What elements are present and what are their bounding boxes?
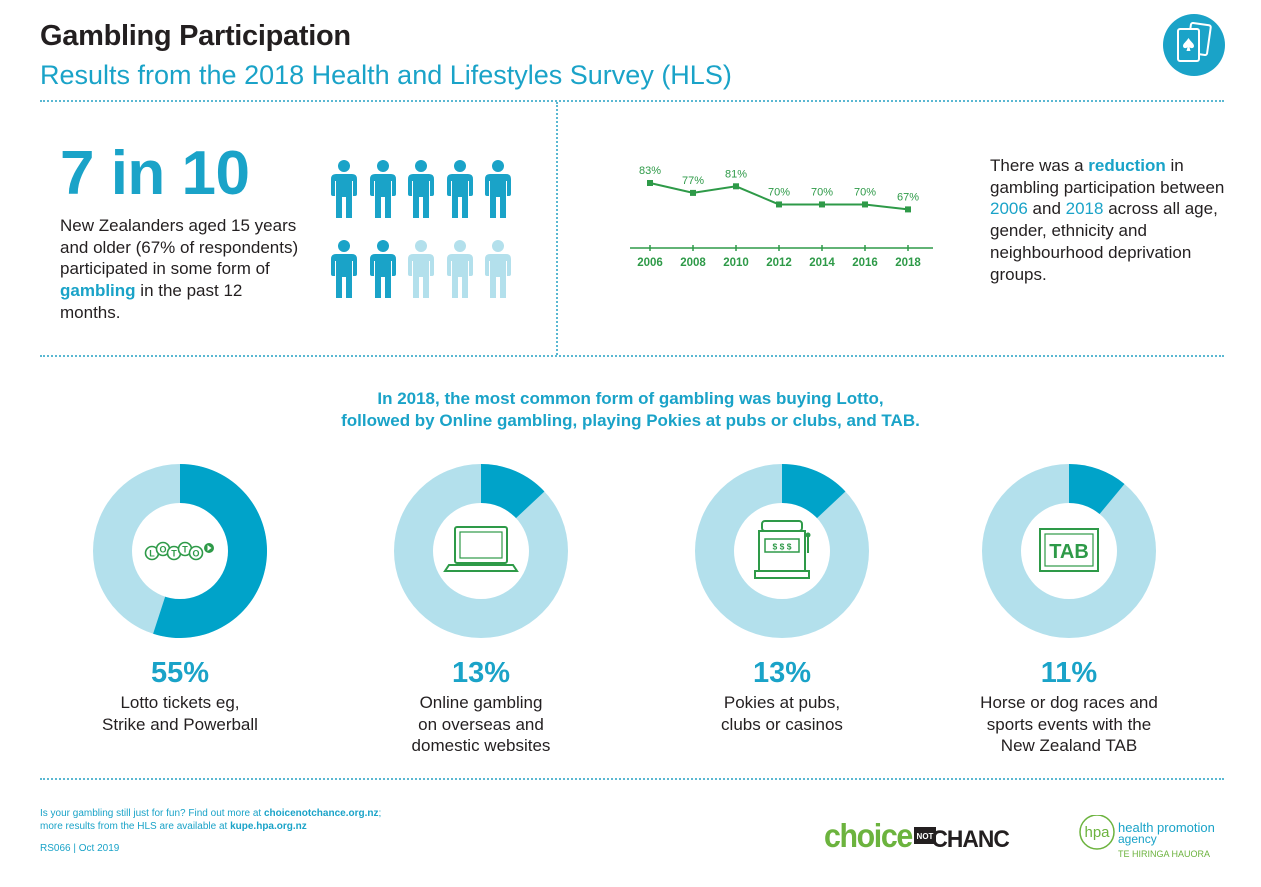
playing-cards-icon — [1162, 13, 1226, 82]
document-code: RS066 | Oct 2019 — [40, 843, 120, 854]
donut-hole — [1021, 503, 1117, 599]
data-label: 83% — [639, 165, 661, 177]
svg-text:choice: choice — [824, 818, 913, 854]
person-icon — [446, 160, 473, 218]
form-caption: Lotto tickets eg, Strike and Powerball — [102, 693, 258, 734]
x-tick-label: 2008 — [680, 257, 706, 269]
x-tick-label: 2014 — [809, 257, 835, 269]
data-label: 77% — [682, 175, 704, 187]
person-icon — [331, 240, 357, 298]
form-percent: 13% — [451, 657, 511, 689]
svg-text:$ $ $: $ $ $ — [773, 542, 792, 552]
svg-text:CHANCE: CHANCE — [931, 825, 1010, 852]
svg-text:NOT: NOT — [917, 832, 934, 841]
data-label: 67% — [897, 191, 919, 203]
form-caption: Online gambling on overseas and domestic w… — [411, 693, 551, 755]
data-point — [905, 206, 911, 213]
kupe-link[interactable]: kupe.hpa.org.nz — [230, 820, 307, 832]
svg-text:hpa: hpa — [1084, 824, 1110, 841]
divider-vertical — [556, 102, 558, 355]
form-percent: 13% — [752, 657, 812, 689]
donut-hole — [734, 503, 830, 599]
participation-trend-chart: 83% 2006 77% 2008 81% 2010 70% 2012 70% 2014 70% 20… — [630, 165, 933, 269]
data-point — [733, 183, 739, 190]
pokie-machine-icon: $ $ $ — [754, 520, 811, 579]
x-tick-label: 2006 — [637, 257, 663, 269]
choice-not-chance-logo: choice NOT CHANCE — [824, 817, 1024, 859]
reduction-text: There was a reduction in gambling partic… — [990, 156, 1225, 284]
data-point — [862, 201, 868, 208]
donut-hole — [433, 503, 529, 599]
x-tick-label: 2012 — [766, 257, 792, 269]
person-icon — [485, 240, 511, 298]
data-label: 70% — [854, 186, 876, 198]
svg-text:TAB: TAB — [1049, 541, 1089, 563]
data-point — [690, 189, 696, 196]
donut-chart — [394, 464, 568, 638]
hpa-logo: hpa health promotion agency TE HIRINGA H… — [1075, 814, 1235, 868]
svg-text:L: L — [149, 549, 155, 559]
page-subtitle: Results from the 2018 Health and Lifesty… — [40, 60, 732, 90]
data-point — [776, 201, 782, 208]
gambling-highlight: gambling — [60, 281, 136, 301]
participation-text: New Zealanders aged 15 years and older (… — [60, 216, 299, 322]
form-caption: Pokies at pubs, clubs or casinos — [721, 693, 843, 734]
footer-text: Is your gambling still just for fun? Fin… — [40, 808, 382, 832]
divider-middle — [40, 355, 1224, 357]
form-caption: Horse or dog races and sports events with… — [980, 693, 1158, 755]
donut-chart: TAB — [982, 464, 1156, 638]
data-label: 81% — [725, 168, 747, 180]
svg-text:health promotion: health promotion — [1118, 820, 1215, 835]
form-percent: 11% — [1040, 657, 1098, 689]
person-icon — [446, 240, 473, 298]
data-label: 70% — [811, 186, 833, 198]
data-label: 70% — [768, 186, 790, 198]
donut-chart: $ $ $ — [695, 464, 869, 638]
page-title: Gambling Participation — [40, 20, 351, 52]
person-icon — [485, 160, 511, 218]
person-icon — [408, 160, 434, 218]
participation-ratio: 7 in 10 — [60, 139, 250, 208]
person-icon — [369, 160, 396, 218]
x-tick-label: 2018 — [895, 257, 921, 269]
svg-text:T: T — [182, 545, 188, 555]
forms-headline: In 2018, the most common form of gamblin… — [341, 389, 920, 430]
x-tick-label: 2016 — [852, 257, 878, 269]
person-icon — [369, 240, 396, 298]
person-icon — [408, 240, 434, 298]
divider-top — [40, 100, 1224, 102]
data-point — [819, 201, 825, 208]
svg-text:O: O — [192, 549, 199, 559]
svg-text:O: O — [159, 545, 166, 555]
choicenotchance-link[interactable]: choicenotchance.org.nz — [264, 808, 379, 819]
svg-text:T: T — [171, 549, 177, 559]
tab-logo-icon: TAB — [1039, 528, 1099, 572]
data-point — [647, 180, 653, 186]
person-icon — [331, 160, 357, 218]
divider-bottom — [40, 778, 1224, 780]
svg-text:agency: agency — [1118, 832, 1157, 846]
form-percent: 55% — [150, 657, 210, 689]
laptop-icon — [443, 526, 519, 572]
svg-text:TE HIRINGA HAUORA: TE HIRINGA HAUORA — [1118, 849, 1210, 859]
x-tick-label: 2010 — [723, 257, 749, 269]
